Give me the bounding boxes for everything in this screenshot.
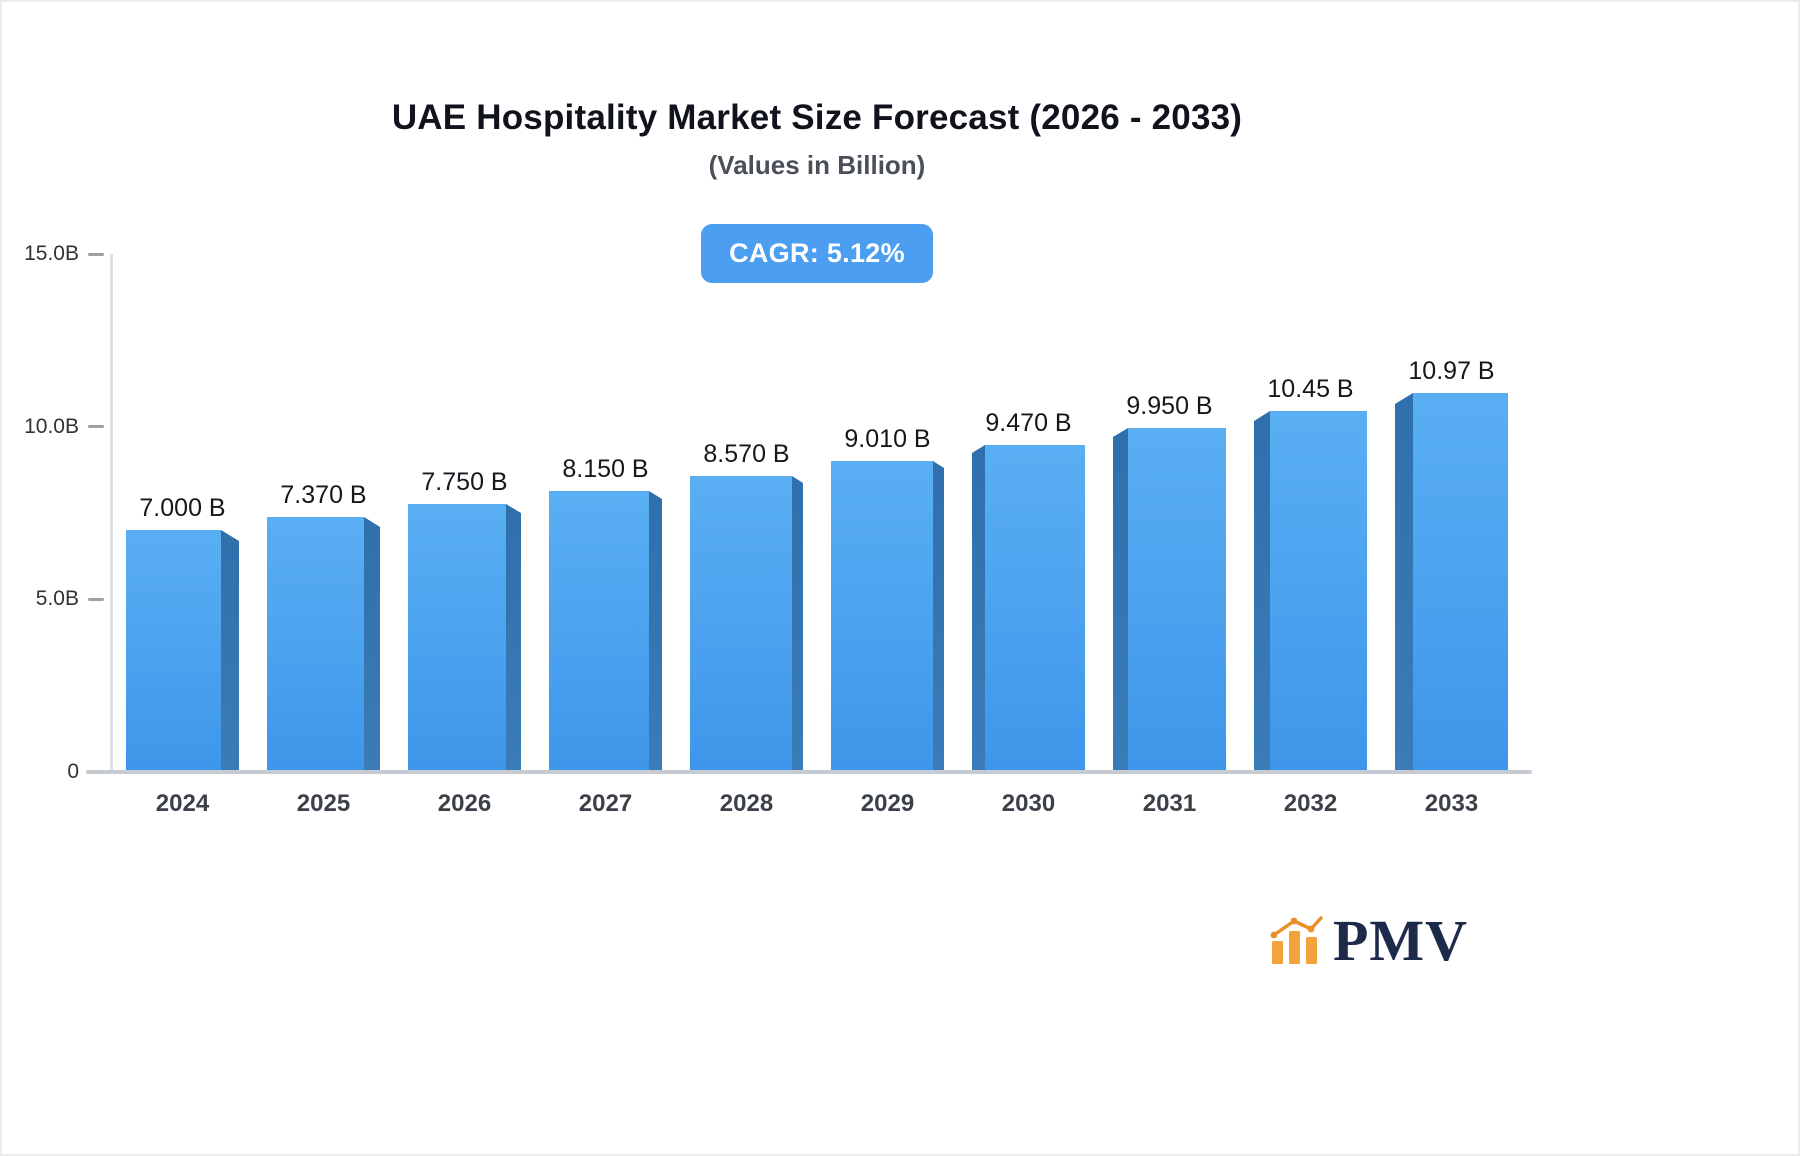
bar-value-label: 7.370 B — [280, 481, 367, 509]
bar-side-face — [792, 476, 803, 772]
x-axis-label: 2026 — [437, 790, 492, 817]
bar-side-face — [933, 461, 944, 772]
bar-value-label: 8.570 B — [703, 440, 790, 468]
bar-front-face — [985, 445, 1085, 772]
bar-front-face — [1413, 393, 1508, 772]
bar-front-face — [549, 491, 649, 772]
chart-subtitle: (Values in Billion) — [708, 150, 926, 180]
bar — [972, 445, 1085, 772]
y-axis: 0 5.0B 10.0B 15.0B — [2, 242, 108, 783]
bar-group-2033: 10.97 B 2033 — [1381, 254, 1522, 817]
y-tick-dash — [88, 425, 104, 429]
bar-side-face — [972, 445, 985, 772]
bar-value-label: 8.150 B — [562, 455, 649, 483]
bar-group-2025: 7.370 B 2025 — [253, 254, 394, 817]
x-axis-label: 2031 — [1142, 790, 1197, 817]
x-axis-label: 2033 — [1424, 790, 1479, 817]
bar — [549, 491, 662, 772]
bar — [1254, 411, 1367, 772]
cagr-badge-wrap: CAGR: 5.12% — [2, 224, 1632, 283]
bar — [831, 461, 944, 772]
x-axis-label: 2028 — [719, 790, 774, 817]
x-axis-label: 2027 — [578, 790, 633, 817]
pmv-logo: PMV — [1267, 907, 1468, 973]
x-axis-label: 2024 — [155, 790, 210, 817]
y-tick-label: 10.0B — [24, 414, 79, 438]
bar-front-face — [267, 517, 364, 772]
bar — [126, 530, 239, 772]
x-axis-label: 2032 — [1283, 790, 1338, 817]
bar-front-face — [126, 530, 221, 772]
bar — [690, 476, 803, 772]
cagr-badge: CAGR: 5.12% — [701, 224, 933, 283]
bar-side-face — [364, 517, 380, 772]
pmv-logo-text: PMV — [1332, 907, 1468, 973]
x-axis-label: 2030 — [1001, 790, 1056, 817]
y-tick-10.0B: 10.0B — [24, 415, 108, 439]
bar-side-face — [506, 504, 521, 772]
bar-side-face — [1395, 393, 1413, 772]
bar-side-face — [1254, 411, 1270, 772]
bar-group-2028: 8.570 B 2028 — [676, 254, 817, 817]
y-tick-dash — [88, 252, 104, 256]
bar-value-label: 10.45 B — [1267, 375, 1354, 403]
bar-group-2032: 10.45 B 2032 — [1240, 254, 1381, 817]
bar-value-label: 9.010 B — [844, 425, 931, 453]
y-tick-15.0B: 15.0B — [24, 242, 108, 266]
bar-group-2027: 8.150 B 2027 — [535, 254, 676, 817]
bar-value-label: 7.000 B — [139, 494, 226, 522]
bar-front-face — [1270, 411, 1367, 772]
bar-side-face — [649, 491, 662, 772]
bar-value-label: 10.97 B — [1408, 357, 1495, 385]
bar — [408, 504, 521, 772]
bar — [267, 517, 380, 772]
y-tick-label: 15.0B — [24, 242, 79, 265]
bar-front-face — [1128, 428, 1226, 772]
chart-title: UAE Hospitality Market Size Forecast (20… — [391, 98, 1243, 137]
x-axis-label: 2029 — [860, 790, 915, 817]
y-axis-line — [110, 254, 113, 772]
bar — [1395, 393, 1508, 772]
pmv-logo-icon — [1270, 916, 1323, 964]
bar-value-label: 9.950 B — [1126, 392, 1213, 420]
bar-group-2030: 9.470 B 2030 — [958, 254, 1099, 817]
bar-value-label: 7.750 B — [421, 468, 508, 496]
bar-value-label: 9.470 B — [985, 409, 1072, 437]
y-tick-label: 0 — [67, 760, 79, 783]
bar-group-2029: 9.010 B 2029 — [817, 254, 958, 817]
y-tick-5.0B: 5.0B — [36, 587, 108, 611]
x-axis-baseline — [86, 770, 1532, 774]
bar-front-face — [690, 476, 792, 772]
bar-group-2024: 7.000 B 2024 — [112, 254, 253, 817]
bars-container: 7.000 B 2024 7.370 B 2025 7.750 B 2026 8.150 B… — [112, 254, 1522, 817]
bar — [1113, 428, 1226, 772]
plot-area: 7.000 B 2024 7.370 B 2025 7.750 B 2026 8.150 B… — [86, 254, 1532, 817]
bar-group-2026: 7.750 B 2026 — [394, 254, 535, 817]
y-tick-label: 5.0B — [35, 587, 79, 611]
bar-side-face — [1113, 428, 1128, 772]
x-axis-label: 2025 — [296, 790, 351, 817]
bar-front-face — [831, 461, 933, 772]
bar-side-face — [221, 530, 239, 772]
bar-front-face — [408, 504, 506, 772]
bar-group-2031: 9.950 B 2031 — [1099, 254, 1240, 817]
y-tick-dash — [88, 597, 104, 601]
